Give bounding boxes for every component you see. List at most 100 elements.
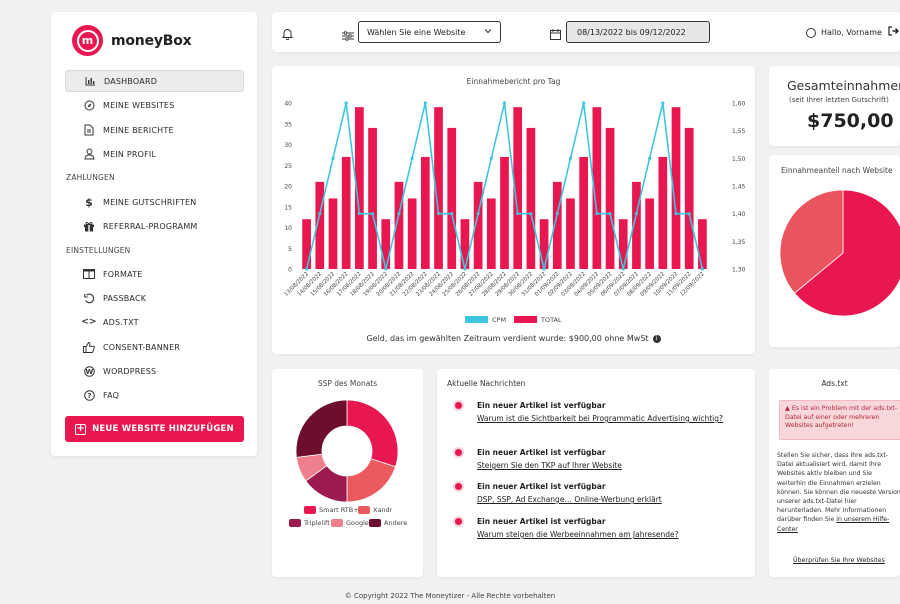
y-right-tick-label: 1,30	[732, 267, 746, 274]
cpm-point	[370, 212, 375, 216]
sidebar-item-faq[interactable]: ? FAQ	[65, 384, 244, 406]
svg-text:W: W	[85, 368, 93, 376]
news-link[interactable]: Steigern Sie den TKP auf Ihrer Website	[477, 461, 622, 470]
y-right-tick-label: 1,55	[732, 128, 746, 135]
cpm-point	[423, 101, 427, 105]
bar	[658, 156, 668, 269]
y-tick-label: 40	[284, 101, 292, 108]
sidebar-item-reports[interactable]: MEINE BERICHTE	[65, 119, 244, 141]
cpm-point	[621, 267, 625, 271]
date-range-value: 08/13/2022 bis 09/12/2022	[577, 27, 686, 37]
legend-label-cpm: CPM	[492, 316, 506, 324]
bar	[645, 198, 654, 269]
y-tick-label: 10	[284, 225, 292, 232]
logo-text: moneyBox	[111, 33, 192, 49]
sidebar-item-label: ADS.TXT	[103, 317, 139, 327]
sidebar-item-label: REFERRAL-PROGRAMM	[103, 221, 198, 231]
legend-item[interactable]: Xandr	[358, 506, 392, 514]
sidebar-item-dashboard[interactable]: DASHBOARD	[65, 70, 244, 92]
redo-icon	[82, 293, 96, 304]
pie-slice	[346, 458, 397, 503]
sidebar-item-profile[interactable]: MEIN PROFIL	[65, 143, 244, 165]
bar	[302, 219, 311, 269]
sidebar-item-label: MEIN PROFIL	[103, 149, 157, 159]
bar	[315, 181, 325, 269]
bar	[579, 156, 589, 269]
sidebar-item-adstxt[interactable]: <> ADS.TXT	[65, 311, 244, 333]
sidebar-item-passback[interactable]: PASSBACK	[65, 287, 244, 309]
compass-icon	[82, 100, 96, 111]
copyright-text: © Copyright 2022 The Moneytizer - Alle R…	[344, 592, 556, 600]
bar	[368, 127, 377, 270]
logout-icon[interactable]	[888, 26, 899, 39]
cpm-point	[450, 212, 454, 216]
legend-label: Andere	[384, 519, 408, 527]
share-by-website-card: Einnahmeanteil nach Website	[769, 155, 900, 347]
y-tick-label: 0	[288, 267, 292, 274]
legend-item[interactable]: Andere	[369, 519, 407, 527]
code-icon: <>	[81, 317, 97, 327]
bar	[381, 219, 391, 269]
help-center-link[interactable]: in unserem Hilfe-Center	[777, 516, 890, 533]
share-title: Einnahmeanteil nach Website	[781, 166, 893, 175]
sidebar-item-websites[interactable]: MEINE WEBSITES	[65, 94, 244, 116]
sidebar-item-consent[interactable]: CONSENT-BANNER	[65, 336, 244, 358]
sidebar-item-referral[interactable]: REFERRAL-PROGRAMM	[65, 215, 244, 237]
adstxt-alert: ▲ Es ist ein Problem mit der ads.txt-Dat…	[779, 400, 900, 440]
wordpress-icon: W	[82, 365, 96, 377]
legend-label: Smart RTB+	[319, 506, 359, 514]
columns-icon	[82, 269, 96, 279]
bar	[552, 181, 562, 269]
document-icon	[82, 124, 96, 136]
sidebar-item-wordpress[interactable]: W WORDPRESS	[65, 360, 244, 382]
bar	[500, 156, 509, 269]
add-website-button[interactable]: + NEUE WEBSITE HINZUFÜGEN	[65, 416, 244, 442]
website-select[interactable]: Wählen Sie eine Website	[358, 21, 501, 43]
bar	[632, 181, 641, 269]
bar	[355, 107, 364, 270]
news-link[interactable]: Warum ist die Sichtbarkeit bei Programma…	[477, 414, 724, 423]
sidebar-item-formats[interactable]: FORMATE	[65, 263, 244, 285]
sidebar-item-label: FORMATE	[103, 269, 143, 279]
cpm-point	[357, 212, 361, 216]
date-range-input[interactable]: 08/13/2022 bis 09/12/2022	[566, 21, 710, 43]
cpm-point	[304, 267, 309, 271]
bullet-dot-icon	[455, 402, 462, 409]
cpm-point	[700, 267, 705, 271]
cpm-point	[331, 156, 335, 160]
cpm-point	[542, 267, 546, 271]
dollar-icon: $	[85, 195, 93, 209]
cpm-point	[410, 156, 414, 160]
cpm-point	[344, 101, 348, 105]
logo-text-bold: Box	[162, 32, 192, 49]
cpm-point	[489, 156, 493, 160]
bar	[526, 127, 536, 270]
ssp-card: SSP des Monats Smart RTB+ Xandr Tripleli…	[272, 369, 423, 577]
cpm-point	[648, 156, 652, 160]
user-menu[interactable]: Hallo, Vorname	[806, 26, 899, 39]
news-link[interactable]: Warum steigen die Werbeeinnahmen am Jahr…	[477, 530, 679, 539]
bar	[341, 156, 351, 269]
share-pie-chart	[779, 189, 900, 317]
sidebar-item-label: WORDPRESS	[103, 366, 157, 376]
sidebar-item-credits[interactable]: $ MEINE GUTSCHRIFTEN	[65, 191, 244, 213]
bar	[684, 127, 694, 270]
legend-item[interactable]: Google	[331, 519, 369, 527]
legend-label-total: TOTAL	[540, 316, 562, 324]
warning-icon: ▲	[785, 405, 792, 412]
bar	[513, 107, 523, 270]
check-websites-link[interactable]: Überprüfen Sie Ihre Websites	[793, 557, 885, 564]
legend-item[interactable]: Smart RTB+	[304, 506, 359, 514]
total-title: Gesamteinnahmen	[787, 78, 900, 93]
sidebar-item-label: MEINE WEBSITES	[103, 100, 175, 110]
legend-label: Xandr	[373, 506, 393, 514]
brand-logo[interactable]: m moneyBox	[72, 25, 192, 56]
news-heading: Ein neuer Artikel ist verfügbar	[477, 517, 606, 526]
total-subtitle: (seit Ihrer letzten Gutschrift)	[789, 96, 889, 104]
bell-icon[interactable]	[281, 25, 294, 44]
info-icon[interactable]: i	[652, 334, 661, 343]
legend-item[interactable]: Triplelift	[289, 519, 330, 527]
cpm-point	[476, 212, 480, 216]
adstxt-alert-text: Es ist ein Problem mit der ads.txt-Datei…	[785, 405, 898, 429]
news-link[interactable]: DSP, SSP, Ad Exchange… Online-Werbung er…	[477, 495, 662, 504]
